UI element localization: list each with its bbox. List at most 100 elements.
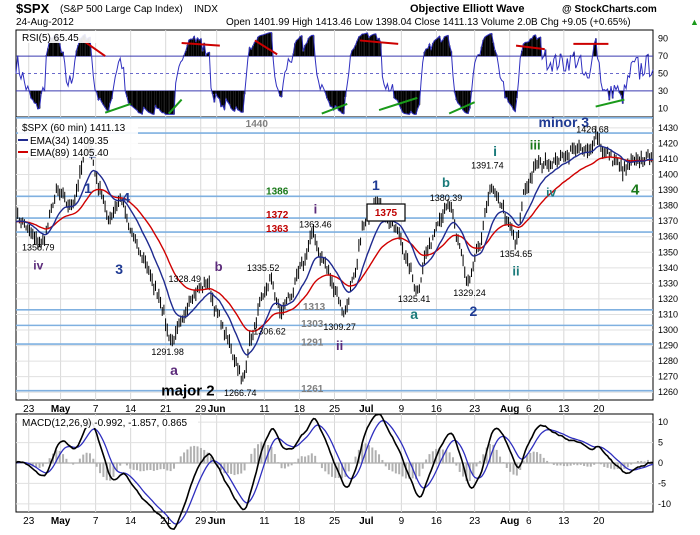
x-tick-label: 29 <box>195 516 207 527</box>
price-tick-label: 1260 <box>658 387 678 397</box>
wave-annotation: 1313 <box>303 302 326 313</box>
x-tick-label: May <box>51 404 71 415</box>
rsi-layer <box>15 32 654 116</box>
x-tick-label: 25 <box>329 404 341 415</box>
wave-annotation: i <box>314 201 318 216</box>
x-tick-label: 11 <box>259 516 270 527</box>
macd-line <box>15 413 654 530</box>
rsi-trend-segment <box>515 44 545 51</box>
level-1375-box-text: 1375 <box>375 208 398 219</box>
macd-tick-label: 0 <box>658 458 663 468</box>
rsi-trend-segment <box>378 96 418 111</box>
chart-date: 24-Aug-2012 <box>16 17 74 28</box>
x-tick-label: 13 <box>558 516 570 527</box>
x-tick-label: 9 <box>399 404 405 415</box>
x-tick-label: 18 <box>294 404 306 415</box>
x-tick-label: May <box>51 516 71 527</box>
wave-annotation: 1329.24 <box>453 288 486 298</box>
price-tick-label: 1390 <box>658 185 678 195</box>
rsi-trend-segment <box>168 98 183 115</box>
price-tick-label: 1340 <box>658 263 678 273</box>
rsi-trend-segment <box>595 98 625 108</box>
chart-symbol: $SPX <box>16 1 50 16</box>
x-tick-label: 23 <box>23 404 35 415</box>
x-tick-label: 6 <box>526 516 532 527</box>
x-tick-label: Jul <box>359 516 374 527</box>
x-tick-label: Jul <box>359 404 374 415</box>
wave-annotation: 1335.52 <box>247 263 280 273</box>
x-tick-label: 29 <box>195 404 207 415</box>
up-marker: ▲ <box>690 17 699 27</box>
price-tick-label: 1350 <box>658 247 678 257</box>
chart-index-name: (S&P 500 Large Cap Index) <box>60 4 183 15</box>
wave-annotation: 1354.65 <box>500 249 533 259</box>
wave-annotation: b <box>215 259 223 274</box>
wave-annotation: 1426.68 <box>576 125 609 135</box>
ema89-label: EMA(89) 1405.40 <box>30 148 109 159</box>
wave-annotation: 1325.41 <box>398 294 431 304</box>
rsi-tick-label: 30 <box>658 86 668 96</box>
axis-layer: 2323MayMay77141421212929JunJun1111181825… <box>23 34 678 527</box>
wave-annotation: minor 3 <box>539 114 590 130</box>
x-tick-label: 20 <box>593 404 605 415</box>
wave-annotation: iv <box>546 185 556 199</box>
wave-annotation: i <box>493 143 497 159</box>
wave-annotation: ii <box>336 338 343 353</box>
level-1375-box <box>366 203 406 222</box>
wave-annotation: 1303 <box>301 319 324 330</box>
macd-tick-label: 10 <box>658 417 668 427</box>
wave-annotation: 1380.39 <box>430 193 463 203</box>
wave-annotation: 1291.98 <box>151 347 184 357</box>
rsi-label: RSI(5) 65.45 <box>22 33 79 44</box>
x-tick-label: 21 <box>160 516 172 527</box>
x-tick-label: 16 <box>431 516 443 527</box>
wave-annotation: 1 <box>372 177 380 193</box>
macd-signal-line <box>15 420 654 525</box>
rsi-tick-label: 90 <box>658 34 668 44</box>
wave-annotation: 1306.62 <box>253 327 286 337</box>
wave-annotation: a <box>170 362 178 378</box>
macd-layer <box>15 413 654 530</box>
macd-tick-label: -5 <box>658 478 666 488</box>
price-tick-label: 1360 <box>658 232 678 242</box>
wave-annotation: 1363.46 <box>299 219 332 229</box>
x-tick-label: 21 <box>160 404 172 415</box>
wave-annotation: 1328.49 <box>169 274 202 284</box>
macd-tick-label: -10 <box>658 499 671 509</box>
price-tick-label: 1270 <box>658 372 678 382</box>
rsi-trend-segment <box>104 103 131 114</box>
x-tick-label: 7 <box>93 516 99 527</box>
x-tick-label: 16 <box>431 404 443 415</box>
chart-ohlc: Open 1401.99 High 1413.46 Low 1398.04 Cl… <box>226 17 631 28</box>
rsi-trend-segment <box>321 103 348 115</box>
rsi-tick-label: 70 <box>658 51 668 61</box>
rsi-tick-label: 10 <box>658 103 668 113</box>
x-tick-label: 23 <box>469 516 481 527</box>
x-tick-label: 11 <box>259 404 270 415</box>
x-tick-label: 25 <box>329 516 341 527</box>
wave-annotation: 1363 <box>266 224 289 235</box>
wave-annotation: 1372 <box>266 210 289 221</box>
wave-annotation: 1309.27 <box>323 322 356 332</box>
x-tick-label: 23 <box>23 516 35 527</box>
x-tick-label: 13 <box>558 404 570 415</box>
macd-tick-label: 5 <box>658 438 663 448</box>
price-tick-label: 1280 <box>658 356 678 366</box>
wave-annotation: 1266.74 <box>224 388 257 398</box>
ema34-line <box>15 145 654 356</box>
chart-exchange: INDX <box>194 4 218 15</box>
wave-annotation: b <box>442 175 450 190</box>
ema34-label: EMA(34) 1409.35 <box>30 136 109 147</box>
x-tick-label: 7 <box>93 404 99 415</box>
wave-annotation: ii <box>512 264 519 279</box>
wave-annotation: a <box>410 306 418 322</box>
x-tick-label: 14 <box>125 404 137 415</box>
wave-annotation: 2 <box>469 303 477 319</box>
x-tick-label: 23 <box>469 404 481 415</box>
wave-annotation: 1386 <box>266 187 289 198</box>
ema89-line <box>15 156 654 333</box>
price-layer <box>15 116 654 392</box>
x-tick-label: 18 <box>294 516 306 527</box>
